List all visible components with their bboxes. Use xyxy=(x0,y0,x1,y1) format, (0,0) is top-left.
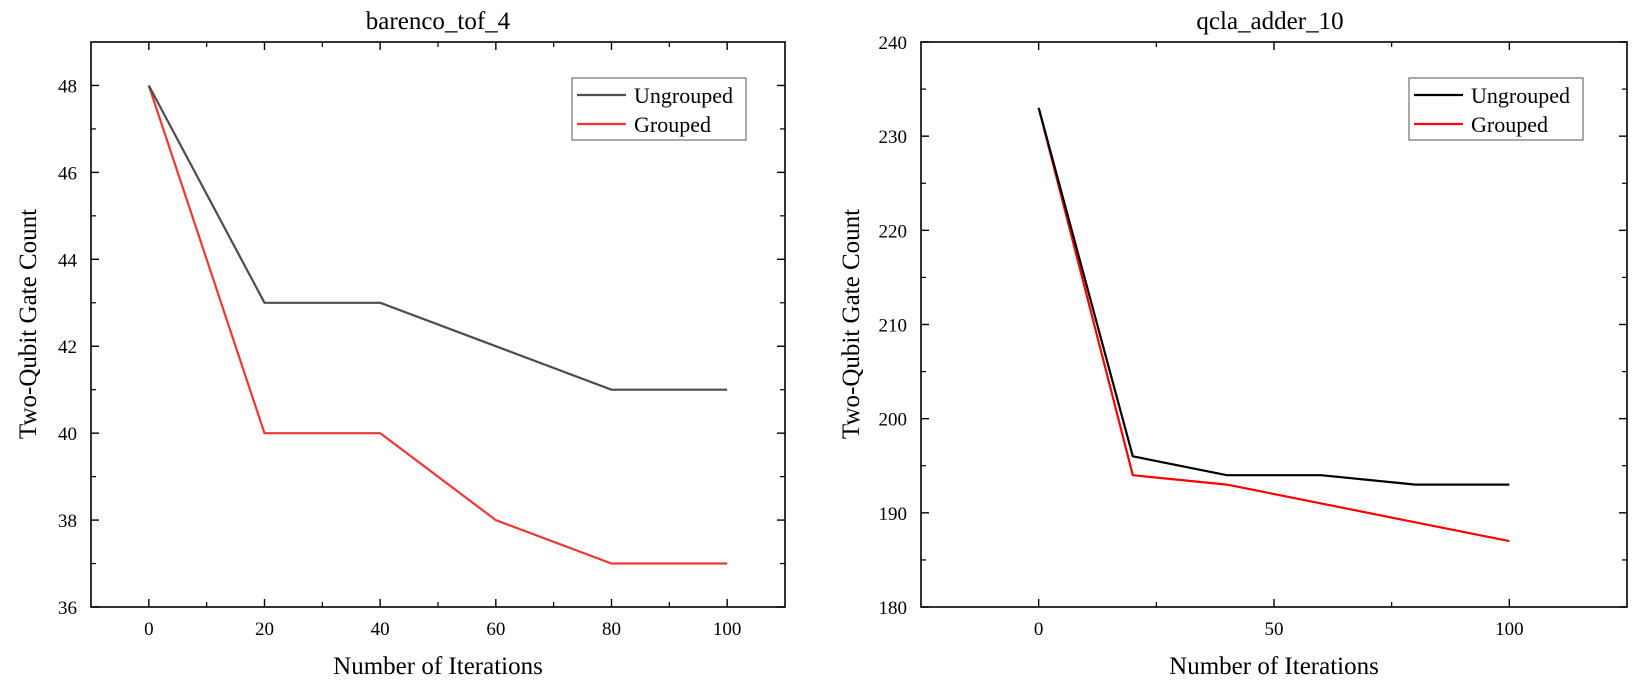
legend-label-ungrouped: Ungrouped xyxy=(634,83,733,108)
y-axis-label: Two-Qubit Gate Count xyxy=(15,209,42,439)
x-tick-labels: 0 20 40 60 80 100 xyxy=(144,619,741,640)
y-tick-label: 46 xyxy=(58,163,77,184)
x-tick-label: 40 xyxy=(371,619,390,640)
legend-box xyxy=(1408,77,1584,141)
legend: Ungrouped Grouped xyxy=(1408,77,1584,141)
plot-frame xyxy=(90,41,786,608)
chart-title: barenco_tof_4 xyxy=(366,8,511,35)
x-tick-label: 50 xyxy=(1265,619,1284,640)
y-tick-label: 38 xyxy=(58,511,77,532)
x-tick-label: 60 xyxy=(486,619,505,640)
y-tick-label: 44 xyxy=(58,250,78,271)
legend-label-grouped: Grouped xyxy=(1471,112,1548,137)
chart-qcla-adder-10: qcla_adder_10 0 50 100 180 190 200 210 220 230 2… xyxy=(838,8,1628,680)
y-tick-label: 36 xyxy=(58,598,77,619)
y-tick-labels: 36 38 40 42 44 46 48 xyxy=(58,76,78,619)
legend-label-grouped: Grouped xyxy=(634,112,711,137)
x-axis-label: Number of Iterations xyxy=(333,653,543,680)
y-tick-label: 230 xyxy=(879,127,908,148)
series-line-ungrouped xyxy=(1037,107,1510,486)
y-tick-label: 180 xyxy=(879,598,908,619)
series-line-grouped xyxy=(147,85,728,565)
y-tick-label: 40 xyxy=(58,424,77,445)
series-line-grouped xyxy=(1037,107,1510,543)
y-tick-label: 190 xyxy=(879,504,908,525)
plot-frame xyxy=(920,41,1628,608)
series-lines xyxy=(1037,107,1510,543)
x-tick-label: 0 xyxy=(144,619,154,640)
y-tick-label: 42 xyxy=(58,337,77,358)
x-tick-label: 0 xyxy=(1034,619,1044,640)
y-tick-label: 240 xyxy=(879,33,908,54)
legend-label-ungrouped: Ungrouped xyxy=(1471,83,1570,108)
series-lines xyxy=(147,84,728,565)
y-tick-label: 200 xyxy=(879,410,908,431)
x-tick-label: 100 xyxy=(1495,619,1524,640)
x-axis-label: Number of Iterations xyxy=(1169,653,1379,680)
y-tick-labels: 180 190 200 210 220 230 240 xyxy=(879,33,908,619)
x-tick-labels: 0 50 100 xyxy=(1034,619,1524,640)
series-line-ungrouped xyxy=(147,84,728,391)
chart-title: qcla_adder_10 xyxy=(1196,8,1343,35)
x-tick-label: 80 xyxy=(602,619,621,640)
x-tick-label: 20 xyxy=(255,619,274,640)
y-tick-label: 48 xyxy=(58,76,77,97)
y-axis-label: Two-Qubit Gate Count xyxy=(838,209,865,439)
x-tick-label: 100 xyxy=(713,619,742,640)
legend-box xyxy=(571,77,747,141)
legend: Ungrouped Grouped xyxy=(571,77,747,141)
chart-barenco-tof-4: barenco_tof_4 0 20 40 60 80 100 36 38 40 42 44 46 4… xyxy=(15,8,786,680)
y-tick-label: 220 xyxy=(879,221,908,242)
y-tick-label: 210 xyxy=(879,316,908,337)
